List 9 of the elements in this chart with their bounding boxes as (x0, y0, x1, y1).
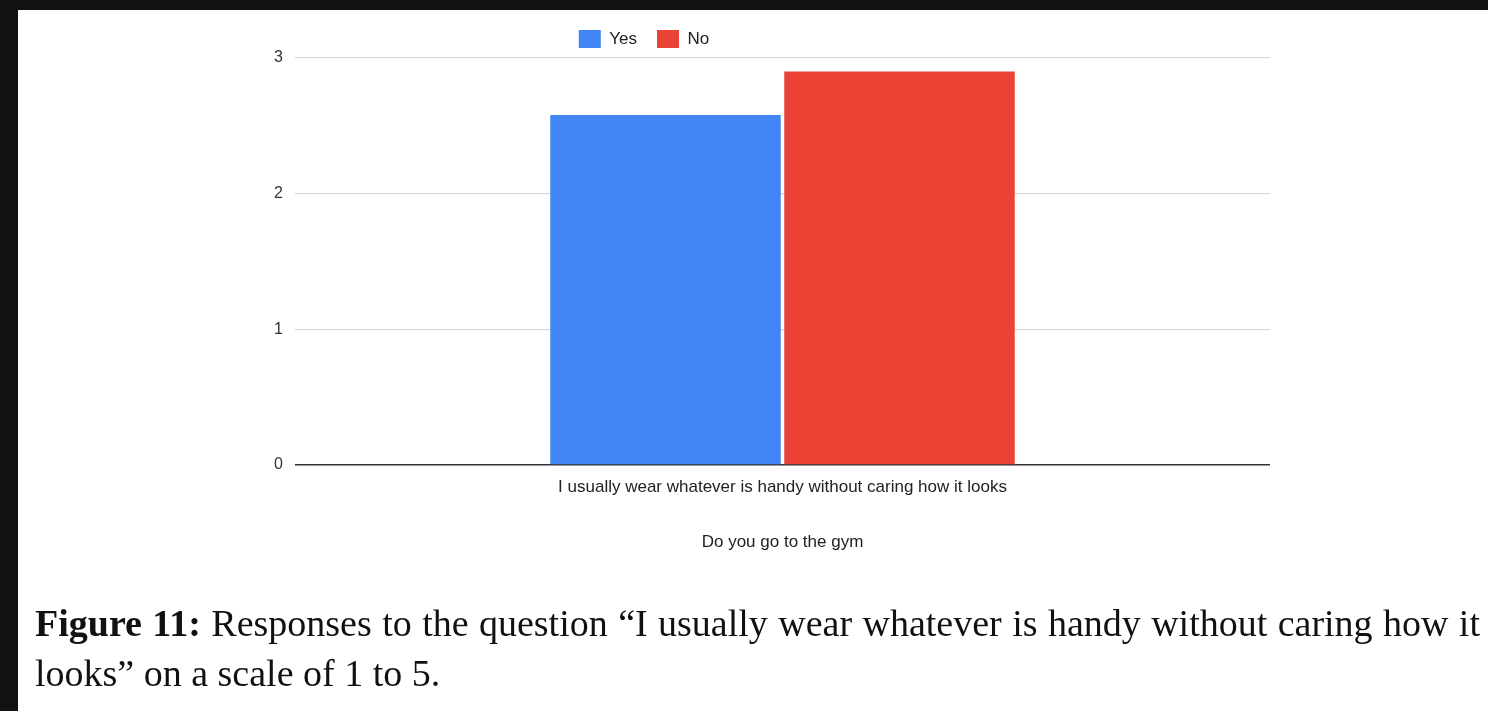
y-tick-label: 3 (274, 48, 284, 66)
x-axis-title: Do you go to the gym (701, 532, 864, 552)
y-tick-label: 2 (274, 184, 284, 202)
y-tick-label: 0 (274, 455, 284, 473)
legend-label: Yes (609, 28, 637, 48)
x-tick-label: I usually wear whatever is handy without caring how it looks (558, 476, 1007, 496)
caption: Figure 11: Responses to the question “I usually wear whatever is handy without caring how it looks” on a scale of 1 to 5. (35, 601, 1480, 696)
legend-label: No (687, 28, 710, 48)
y-tick-label: 1 (274, 319, 284, 337)
